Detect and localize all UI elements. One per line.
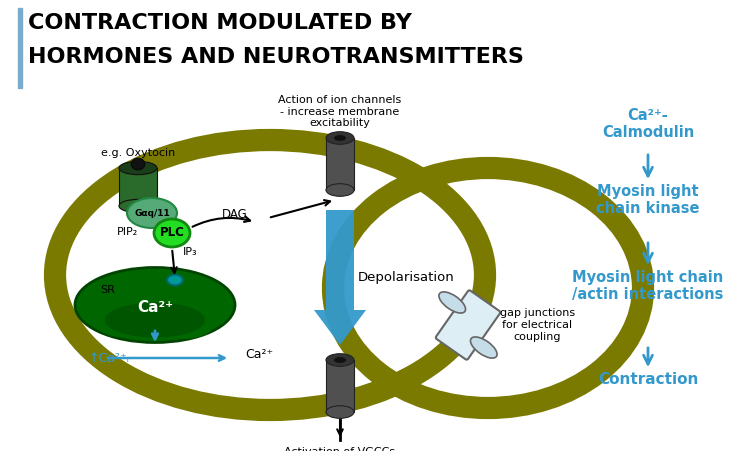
Text: Contraction: Contraction (598, 372, 698, 387)
Text: PLC: PLC (159, 226, 184, 239)
Ellipse shape (326, 184, 354, 196)
Ellipse shape (90, 293, 160, 337)
Text: Myosin light
chain kinase: Myosin light chain kinase (596, 184, 700, 216)
Text: Gαq/11: Gαq/11 (134, 208, 170, 217)
Text: IP₃: IP₃ (183, 247, 198, 257)
Ellipse shape (326, 132, 354, 144)
Text: Ca²⁺: Ca²⁺ (137, 300, 173, 316)
Text: ↑Ca²⁺ᵢ: ↑Ca²⁺ᵢ (88, 351, 129, 364)
Ellipse shape (439, 292, 466, 313)
Bar (119, 168, 157, 206)
Text: PIP₂: PIP₂ (117, 227, 137, 237)
Polygon shape (314, 210, 366, 345)
Text: Action of ion channels
- increase membrane
excitability: Action of ion channels - increase membra… (278, 95, 401, 128)
Ellipse shape (326, 406, 354, 418)
Bar (18, 8, 22, 88)
Text: gap junctions
for electrical
coupling: gap junctions for electrical coupling (500, 308, 575, 341)
Bar (326, 138, 354, 190)
Ellipse shape (154, 219, 190, 247)
FancyBboxPatch shape (435, 290, 500, 360)
Ellipse shape (334, 358, 345, 363)
Text: Depolarisation: Depolarisation (358, 272, 455, 285)
Ellipse shape (470, 337, 497, 358)
Text: HORMONES AND NEUROTRANSMITTERS: HORMONES AND NEUROTRANSMITTERS (28, 47, 524, 67)
Ellipse shape (334, 135, 345, 141)
Text: Ca²⁺-
Calmodulin: Ca²⁺- Calmodulin (602, 108, 694, 140)
Ellipse shape (75, 267, 235, 342)
Ellipse shape (326, 354, 354, 366)
Text: Myosin light chain
/actin interactions: Myosin light chain /actin interactions (572, 270, 724, 303)
Bar (326, 360, 354, 412)
Ellipse shape (119, 161, 157, 175)
Text: e.g. Oxytocin: e.g. Oxytocin (101, 148, 175, 158)
Ellipse shape (119, 199, 157, 213)
Ellipse shape (127, 198, 177, 228)
Ellipse shape (167, 275, 183, 285)
Text: Activation of VGCCs
- induces Ca²⁺ influx: Activation of VGCCs - induces Ca²⁺ influ… (283, 447, 397, 451)
Ellipse shape (105, 303, 205, 337)
Ellipse shape (153, 297, 218, 339)
Text: SR: SR (100, 285, 115, 295)
Ellipse shape (131, 158, 145, 170)
Text: CONTRACTION MODULATED BY: CONTRACTION MODULATED BY (28, 13, 412, 33)
Text: DAG: DAG (222, 208, 248, 221)
Text: Ca²⁺: Ca²⁺ (245, 348, 273, 360)
